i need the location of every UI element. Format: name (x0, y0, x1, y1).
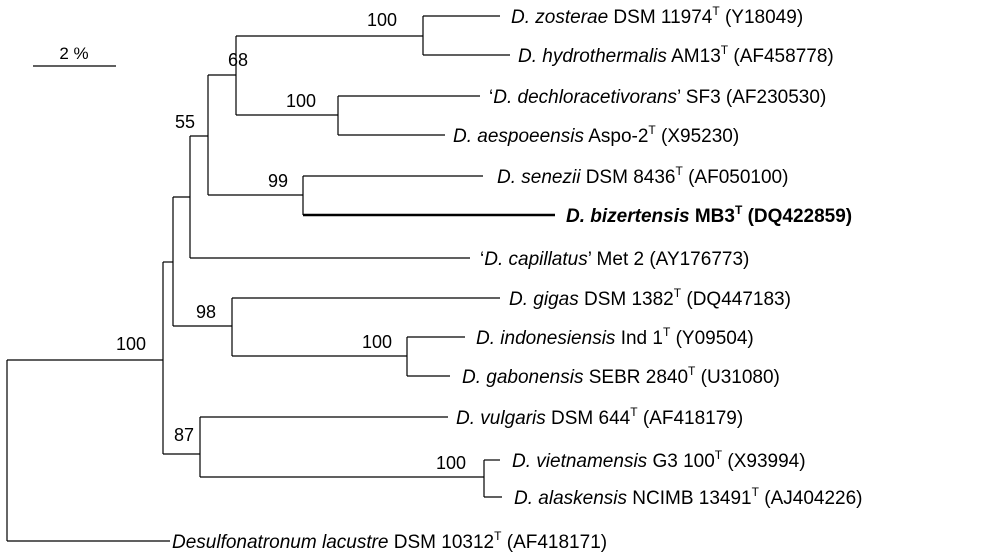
bootstrap-label: 100 (286, 91, 316, 111)
accession-number: (AF418179) (638, 408, 744, 429)
accession-number: (Y09504) (670, 328, 753, 349)
type-strain-marker: T (663, 325, 671, 339)
accession-number: (AJ404226) (759, 488, 863, 509)
bootstrap-values: 100 100 68 99 55 100 98 100 87 100 (116, 10, 466, 473)
taxon-label-capillatus: ‘D. capillatus’ Met 2 (AY176773) (480, 249, 749, 270)
accession-number: (DQ447183) (681, 289, 791, 310)
strain-name: Ind 1 (615, 328, 663, 349)
type-strain-marker: T (630, 405, 638, 419)
taxon-label-vietnamensis: D. vietnamensis G3 100T (X93994) (512, 448, 806, 472)
species-name: D. vietnamensis (512, 451, 648, 472)
taxon-label-lacustre: Desulfonatronum lacustre DSM 10312T (AF4… (172, 529, 607, 553)
strain-name: Aspo-2 (584, 126, 648, 147)
species-name: D. dechloracetivorans (493, 87, 677, 108)
taxon-label-bizertensis: D. bizertensis MB3T (DQ422859) (566, 203, 852, 227)
strain-name: DSM 10312 (389, 532, 495, 553)
accession-number: (DQ422859) (742, 206, 852, 227)
taxon-label-dechloracetivorans: ‘D. dechloracetivorans’ SF3 (AF230530) (489, 87, 826, 108)
type-strain-marker: T (735, 203, 743, 217)
taxon-label-gabonensis: D. gabonensis SEBR 2840T (U31080) (462, 364, 780, 388)
species-name: D. capillatus (484, 249, 588, 270)
open-quote: ‘ (489, 87, 493, 108)
species-name: D. indonesiensis (476, 328, 616, 349)
strain-name: SEBR 2840 (583, 367, 688, 388)
close-quote: ’ (588, 249, 592, 270)
accession-number: (AF050100) (683, 167, 789, 188)
strain-name: NCIMB 13491 (627, 488, 752, 509)
species-name: D. vulgaris (456, 408, 546, 429)
species-name: Desulfonatronum lacustre (172, 532, 389, 553)
strain-name: MB3 (690, 206, 735, 227)
type-strain-marker: T (675, 164, 683, 178)
strain-name: DSM 11974 (608, 7, 713, 28)
strain-name: G3 100 (647, 451, 715, 472)
taxon-label-zosterae: D. zosterae DSM 11974T (Y18049) (511, 4, 803, 28)
open-quote: ‘ (480, 249, 484, 270)
accession-number: (AY176773) (644, 249, 749, 270)
species-name: D. alaskensis (514, 488, 627, 509)
taxon-labels: D. zosterae DSM 11974T (Y18049) D. hydro… (172, 4, 862, 553)
taxon-label-gigas: D. gigas DSM 1382T (DQ447183) (509, 286, 791, 310)
species-name: D. aespoeensis (453, 126, 584, 147)
strain-name: SF3 (681, 87, 721, 108)
bootstrap-label: 68 (228, 50, 248, 70)
strain-name: Met 2 (591, 249, 644, 270)
bootstrap-label: 87 (174, 425, 194, 445)
accession-number: (X95230) (656, 126, 739, 147)
strain-name: DSM 644 (546, 408, 631, 429)
accession-number: (AF230530) (721, 87, 827, 108)
scale-bar-label: 2 % (59, 44, 88, 63)
type-strain-marker: T (494, 529, 502, 543)
bootstrap-label: 98 (196, 302, 216, 322)
type-strain-marker: T (715, 448, 723, 462)
species-name: D. zosterae (511, 7, 608, 28)
tree-branches (6, 15, 555, 542)
type-strain-marker: T (674, 286, 682, 300)
taxon-label-aespoeensis: D. aespoeensis Aspo-2T (X95230) (453, 123, 739, 147)
accession-number: (X93994) (722, 451, 805, 472)
bootstrap-label: 55 (175, 112, 195, 132)
type-strain-marker: T (712, 4, 720, 18)
taxon-label-vulgaris: D. vulgaris DSM 644T (AF418179) (456, 405, 743, 429)
strain-name: AM13 (667, 46, 721, 67)
taxon-label-hydrothermalis: D. hydrothermalis AM13T (AF458778) (518, 43, 834, 67)
bootstrap-label: 100 (367, 10, 397, 30)
accession-number: (AF418171) (501, 532, 607, 553)
bootstrap-label: 100 (436, 453, 466, 473)
type-strain-marker: T (721, 43, 729, 57)
type-strain-marker: T (688, 364, 696, 378)
type-strain-marker: T (648, 123, 656, 137)
accession-number: (U31080) (695, 367, 780, 388)
strain-name: DSM 8436 (580, 167, 675, 188)
taxon-label-senezii: D. senezii DSM 8436T (AF050100) (497, 164, 788, 188)
accession-number: (AF458778) (728, 46, 834, 67)
species-name: D. gabonensis (462, 367, 584, 388)
species-name: D. hydrothermalis (518, 46, 667, 67)
bootstrap-label: 100 (116, 334, 146, 354)
bootstrap-label: 100 (362, 332, 392, 352)
species-name: D. senezii (497, 167, 581, 188)
scale-bar: 2 % (33, 44, 116, 67)
species-name: D. bizertensis (566, 206, 690, 227)
taxon-label-alaskensis: D. alaskensis NCIMB 13491T (AJ404226) (514, 485, 862, 509)
type-strain-marker: T (752, 485, 760, 499)
close-quote: ’ (677, 87, 681, 108)
taxon-label-indonesiensis: D. indonesiensis Ind 1T (Y09504) (476, 325, 754, 349)
strain-name: DSM 1382 (579, 289, 674, 310)
species-name: D. gigas (509, 289, 579, 310)
accession-number: (Y18049) (720, 7, 803, 28)
bootstrap-label: 99 (268, 171, 288, 191)
